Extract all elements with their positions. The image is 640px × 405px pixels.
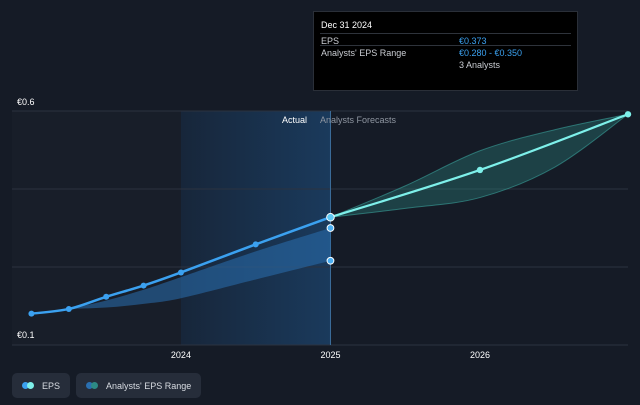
tooltip-row-analysts: 3 Analysts: [320, 58, 571, 71]
axis-labels: €0.6 €0.1 Actual Analysts Forecasts: [17, 97, 397, 340]
eps-legend-icon: [22, 382, 35, 389]
eps-range-marker-0: [326, 224, 335, 232]
eps-forecast-point-0: [476, 166, 484, 174]
x-tick-label-2026: 2026: [470, 350, 490, 360]
tooltip-analysts-count: 3 Analysts: [459, 60, 501, 70]
tooltip-row-eps: EPS €0.373: [320, 33, 571, 47]
y-tick-label-top: €0.6: [17, 97, 35, 107]
tooltip-eps-value: €0.373: [459, 36, 487, 46]
legend-item-eps[interactable]: EPS: [12, 373, 71, 398]
tooltip-eps-label: EPS: [321, 36, 340, 46]
early-history-background: [12, 111, 181, 345]
eps-forecast-point-1: [624, 111, 632, 118]
region-label-forecast: Analysts Forecasts: [320, 115, 397, 125]
eps-actual-point-2: [103, 293, 110, 300]
legend-label-eps: EPS: [42, 380, 61, 391]
eps-actual-point-6: [326, 212, 335, 222]
legend-label-eps-range: Analysts' EPS Range: [106, 380, 192, 391]
legend-item-eps-range[interactable]: Analysts' EPS Range: [76, 373, 202, 398]
eps-points: [28, 111, 632, 317]
eps-actual-point-4: [177, 269, 184, 276]
tooltip-range-value: €0.280 - €0.350: [459, 48, 523, 58]
gridlines: [12, 110, 628, 346]
tooltip-range-label: Analysts' EPS Range: [321, 48, 407, 58]
eps-actual-point-5: [252, 241, 259, 248]
eps-legend-dot-forecast: [27, 382, 34, 389]
eps-range-band-forecast: [330, 113, 629, 218]
x-tick-label-2025: 2025: [320, 350, 340, 360]
eps-range-legend-icon: [86, 382, 99, 389]
region-label-actual: Actual: [282, 115, 307, 125]
eps-range-marker-1: [326, 256, 335, 265]
eps-range-band-past: [68, 228, 331, 309]
chart-background-layer: [12, 111, 331, 345]
range-legend-dot-forecast: [91, 382, 99, 389]
tooltip-date: Dec 31 2024: [321, 20, 373, 30]
eps-actual-point-0: [28, 310, 35, 317]
chart-legend: EPS Analysts' EPS Range: [12, 373, 202, 398]
eps-legend-dot-past: [22, 382, 29, 389]
y-tick-label-bottom: €0.1: [17, 330, 35, 340]
x-tick-label-2024: 2024: [171, 350, 191, 360]
eps-actual-point-3: [140, 282, 147, 289]
range-legend-dot-past: [86, 382, 94, 389]
tooltip-panel: Dec 31 2024 EPS €0.373 Analysts' EPS Ran…: [313, 11, 578, 91]
eps-actual-point-1: [65, 305, 72, 312]
actual-region-background: [180, 111, 331, 345]
x-tick-labels: 2024 2025 2026: [171, 350, 490, 360]
tooltip-row-range: Analysts' EPS Range €0.280 - €0.350: [320, 45, 571, 59]
